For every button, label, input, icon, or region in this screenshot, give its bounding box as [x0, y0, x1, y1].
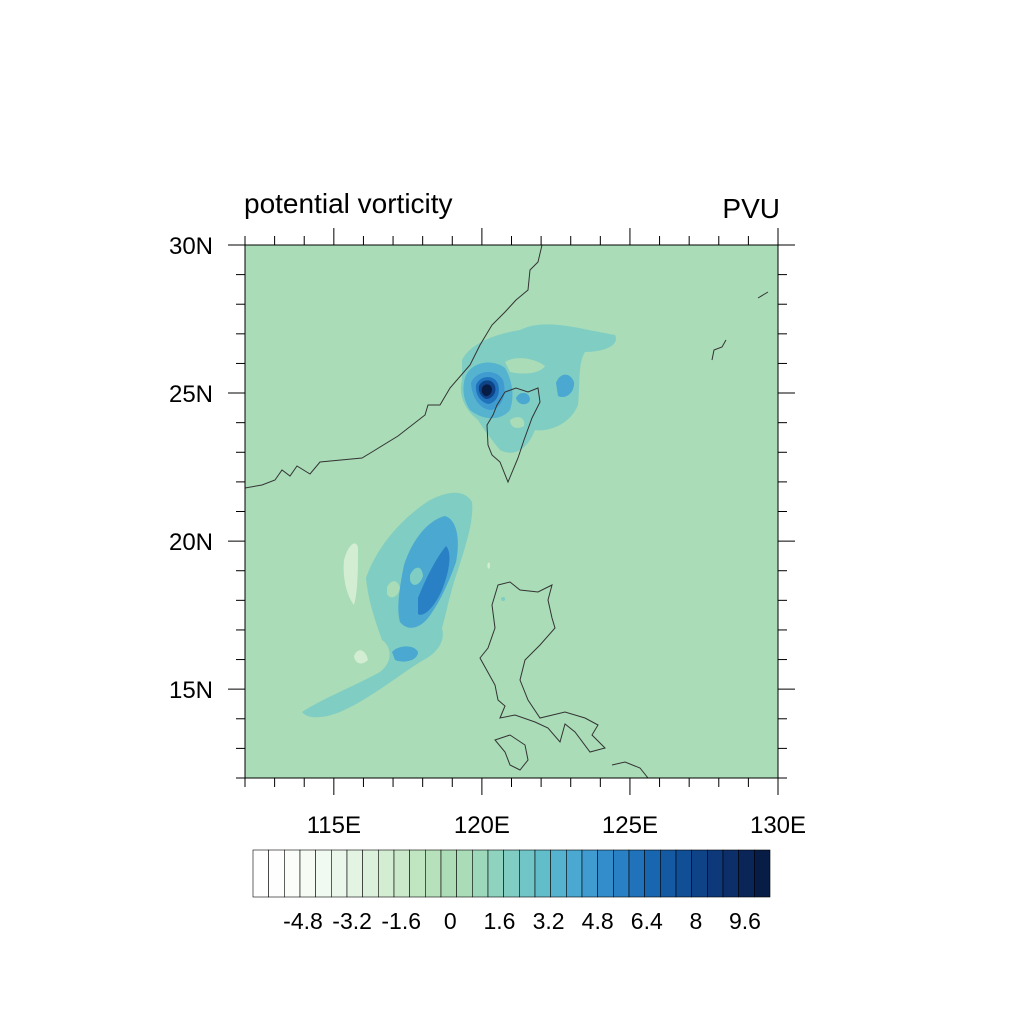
colorbar-label: 6.4 — [631, 908, 663, 934]
lat-tick-label: 30N — [169, 233, 213, 260]
colorbar-swatch — [519, 849, 536, 898]
coastline-ryukyu-a — [711, 339, 727, 361]
colorbar-swatch — [440, 849, 457, 898]
colorbar-swatch — [581, 849, 598, 898]
colorbar-swatch — [299, 849, 316, 898]
pv-contour-negative-a — [343, 543, 358, 605]
colorbar-swatch — [487, 849, 504, 898]
colorbar-swatch — [613, 849, 630, 898]
pv-contour-mid-core — [516, 392, 530, 405]
axis-labels: 115E 120E 125E 130E 30N 25N 20N 15N — [169, 233, 806, 839]
colorbar: -4.8 -3.2 -1.6 0 1.6 3.2 4.8 6.4 8 9.6 — [252, 849, 771, 934]
colorbar-swatch — [268, 849, 285, 898]
pv-contour-negative-b — [354, 650, 368, 664]
coastline-luzon — [479, 581, 606, 753]
units-label: PVU — [722, 193, 780, 224]
lon-tick-label: 120E — [454, 812, 510, 839]
colorbar-label: 8 — [689, 908, 702, 934]
colorbar-label: -1.6 — [381, 908, 421, 934]
colorbar-label: 1.6 — [483, 908, 515, 934]
colorbar-label: 9.6 — [729, 908, 761, 934]
colorbar-swatch — [346, 849, 363, 898]
colorbar-swatch — [456, 849, 473, 898]
lon-tick-label: 125E — [602, 812, 658, 839]
colorbar-swatch — [503, 849, 520, 898]
colorbar-swatch — [550, 849, 567, 898]
colorbar-swatch — [754, 849, 771, 898]
map-plot-area: 115E 120E 125E 130E 30N 25N 20N 15N — [169, 228, 806, 839]
pv-contours — [302, 324, 616, 718]
colorbar-label: 4.8 — [582, 908, 614, 934]
colorbar-label: 3.2 — [533, 908, 565, 934]
colorbar-swatch — [566, 849, 583, 898]
coastline-southeast — [611, 761, 649, 778]
colorbar-swatch — [707, 849, 724, 898]
pv-contour-south-4 — [418, 546, 450, 615]
colorbar-swatch — [597, 849, 614, 898]
colorbar-swatch — [425, 849, 442, 898]
pv-contour-south-hole — [387, 581, 400, 598]
colorbar-swatch — [534, 849, 551, 898]
colorbar-swatch — [472, 849, 489, 898]
colorbar-swatch — [284, 849, 301, 898]
colorbar-swatch — [660, 849, 677, 898]
colorbar-swatch — [675, 849, 692, 898]
colorbar-label: 0 — [444, 908, 457, 934]
colorbar-swatch — [362, 849, 379, 898]
pv-contour-north-hole — [505, 358, 545, 374]
pv-contour-south-3 — [398, 516, 458, 628]
colorbar-swatch — [628, 849, 645, 898]
pv-contour-speck — [501, 596, 506, 602]
colorbar-swatch — [315, 849, 332, 898]
colorbar-swatch — [644, 849, 661, 898]
lon-tick-label: 115E — [307, 812, 361, 839]
lat-tick-label: 15N — [169, 677, 213, 704]
map-background — [245, 245, 778, 778]
colorbar-swatch — [738, 849, 755, 898]
colorbar-label: -4.8 — [283, 908, 323, 934]
lat-tick-label: 20N — [169, 529, 213, 556]
map-title: potential vorticity — [244, 188, 453, 219]
pv-contour-speck2 — [487, 562, 491, 569]
colorbar-swatch — [331, 849, 348, 898]
lat-tick-label: 25N — [169, 381, 213, 408]
colorbar-swatch — [393, 849, 410, 898]
coastline-mindoro — [494, 734, 529, 771]
colorbar-swatch — [378, 849, 395, 898]
coastline-china — [245, 245, 543, 489]
pv-contour-north-hole2 — [510, 417, 525, 428]
coastlines — [245, 245, 769, 778]
pv-contour-north-core — [481, 384, 492, 397]
coastline-ryukyu-b — [757, 291, 769, 299]
colorbar-swatch — [252, 849, 269, 898]
pv-contour-east-core — [556, 374, 575, 398]
colorbar-swatch — [722, 849, 739, 898]
pv-contour-south-small — [392, 646, 418, 662]
lon-tick-label: 130E — [750, 812, 806, 839]
pv-contour-south-hole2 — [410, 567, 423, 585]
colorbar-swatch — [691, 849, 708, 898]
coastline-taiwan — [486, 387, 541, 484]
axis-ticks — [228, 228, 795, 795]
colorbar-label: -3.2 — [332, 908, 372, 934]
colorbar-swatch — [409, 849, 426, 898]
